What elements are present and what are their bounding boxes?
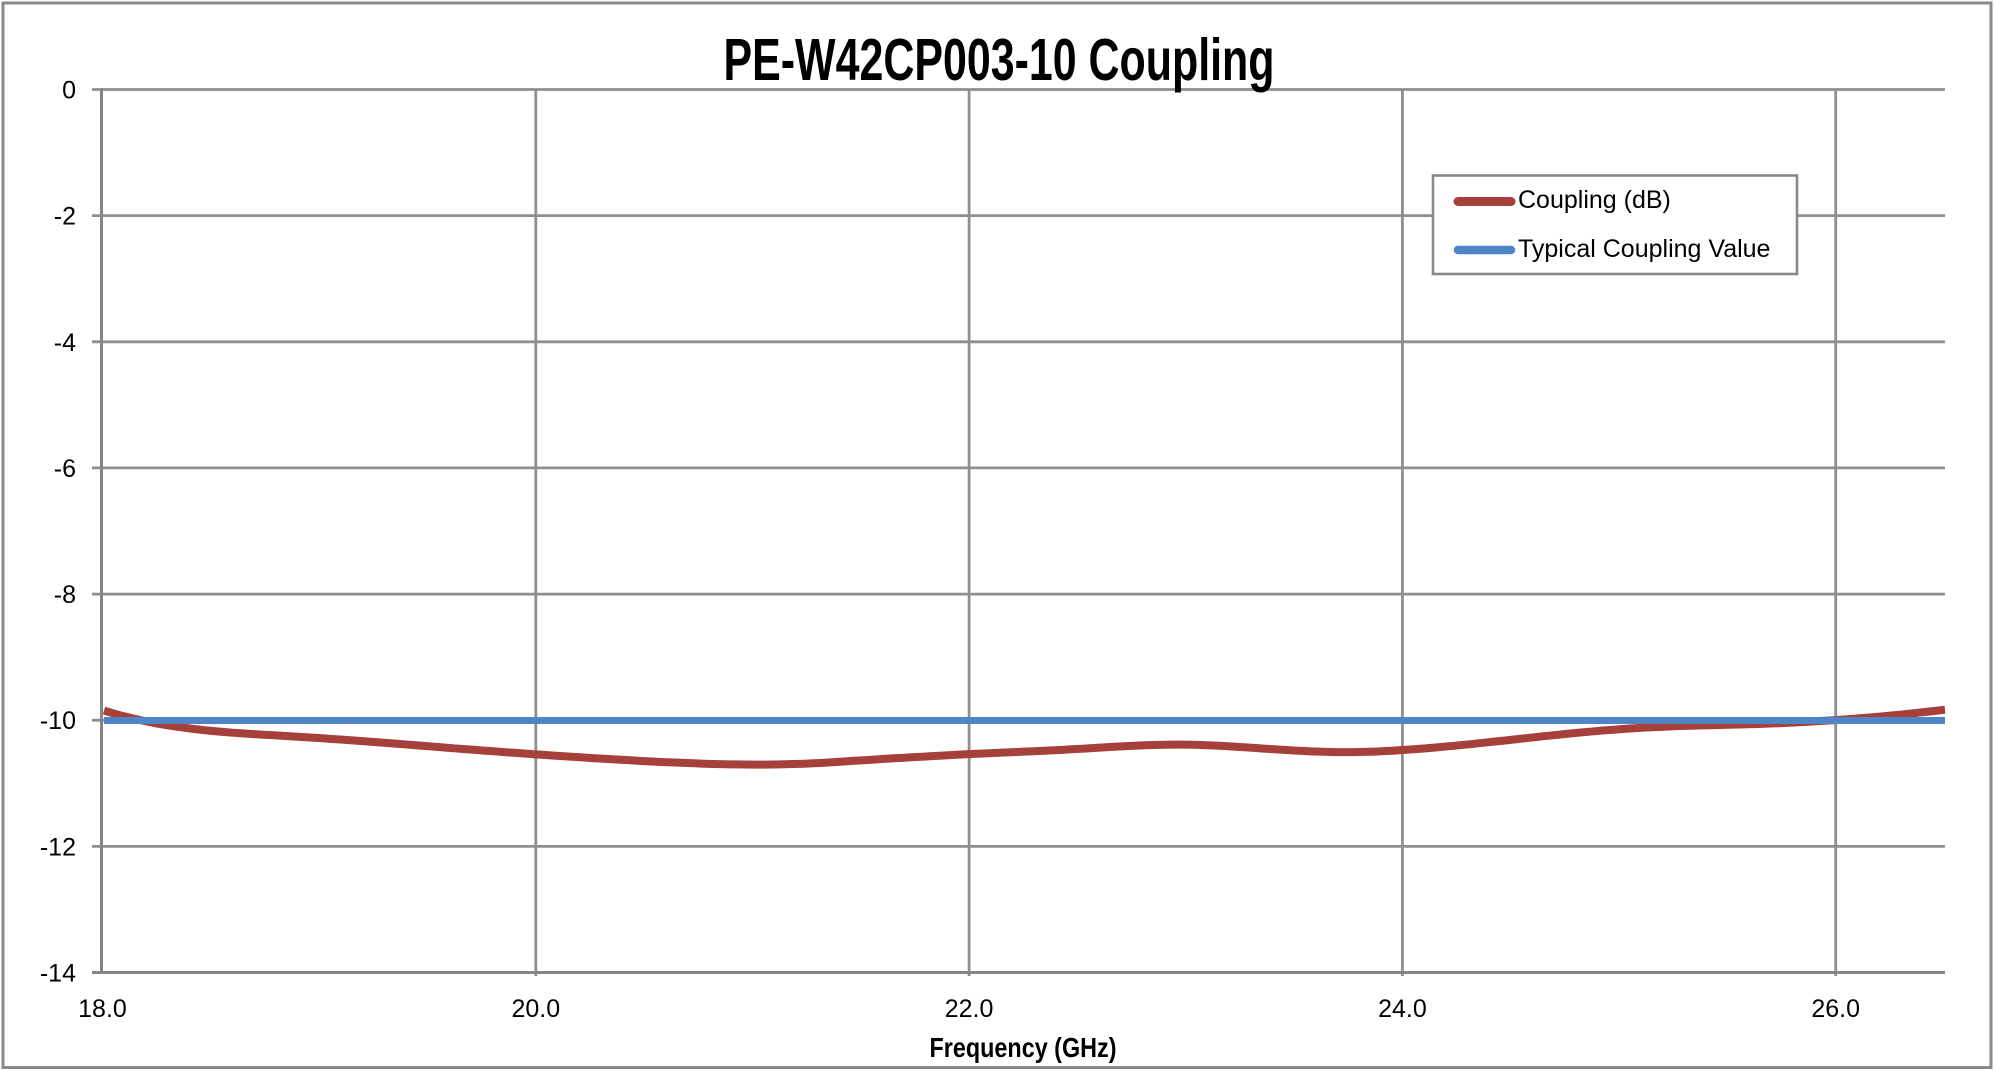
svg-text:Typical Coupling Value: Typical Coupling Value	[1518, 235, 1770, 263]
svg-text:18.0: 18.0	[78, 995, 127, 1023]
svg-text:26.0: 26.0	[1811, 995, 1860, 1023]
svg-text:0: 0	[62, 77, 76, 105]
svg-text:PE-W42CP003-10 Coupling: PE-W42CP003-10 Coupling	[724, 27, 1275, 93]
svg-text:-14: -14	[40, 960, 76, 988]
svg-text:-6: -6	[54, 455, 76, 483]
svg-text:-10: -10	[40, 707, 76, 735]
svg-text:-4: -4	[54, 329, 76, 357]
svg-text:Coupling (dB): Coupling (dB)	[1518, 186, 1671, 214]
svg-text:Frequency (GHz): Frequency (GHz)	[930, 1032, 1117, 1063]
svg-text:22.0: 22.0	[945, 995, 994, 1023]
svg-text:-2: -2	[54, 203, 76, 231]
svg-text:20.0: 20.0	[511, 995, 560, 1023]
svg-text:24.0: 24.0	[1378, 995, 1427, 1023]
svg-text:-8: -8	[54, 581, 76, 609]
svg-text:-12: -12	[40, 833, 76, 861]
